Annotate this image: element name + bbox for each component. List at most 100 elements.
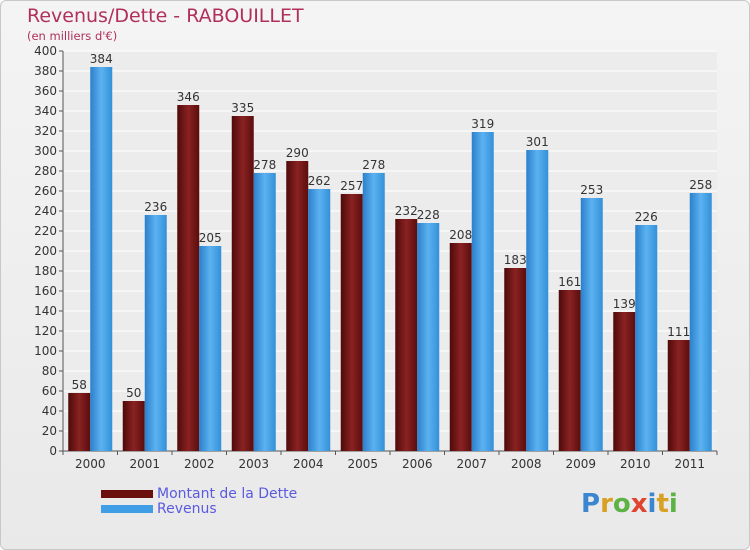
y-tick-label: 160	[34, 284, 57, 298]
legend-label-debt: Montant de la Dette	[157, 486, 298, 502]
data-label-revenus-2011: 258	[689, 178, 712, 192]
y-tick-label: 80	[42, 364, 57, 378]
bars	[68, 67, 712, 451]
y-tick-label: 260	[34, 184, 57, 198]
data-label-debt-2011: 111	[667, 325, 690, 339]
x-tick-label: 2011	[674, 457, 705, 471]
y-tick-label: 40	[42, 404, 57, 418]
bar-debt-2004	[286, 161, 309, 451]
x-tick-label: 2006	[402, 457, 433, 471]
chart-subtitle: (en milliers d'€)	[27, 29, 118, 43]
data-label-debt-2000: 58	[72, 378, 87, 392]
y-tick-label: 120	[34, 324, 57, 338]
y-tick-label: 300	[34, 144, 57, 158]
data-label-revenus-2008: 301	[526, 135, 549, 149]
bar-revenus-2010	[635, 225, 658, 451]
logo-letter: o	[612, 489, 631, 519]
data-label-revenus-2002: 205	[199, 231, 222, 245]
y-tick-label: 340	[34, 104, 57, 118]
data-label-revenus-2005: 278	[362, 158, 385, 172]
y-tick-label: 200	[34, 244, 57, 258]
bar-debt-2009	[558, 290, 581, 451]
bar-debt-2007	[449, 243, 472, 451]
y-tick-label: 20	[42, 424, 57, 438]
chart-title: Revenus/Dette - RABOUILLET	[27, 5, 304, 27]
logo-letter: i	[668, 489, 678, 519]
y-tick-label: 140	[34, 304, 57, 318]
bar-revenus-2003	[253, 173, 276, 451]
data-label-revenus-2003: 278	[253, 158, 276, 172]
data-label-revenus-2004: 262	[308, 174, 331, 188]
bar-debt-2006	[395, 219, 418, 451]
data-label-debt-2005: 257	[340, 179, 363, 193]
x-tick-label: 2001	[129, 457, 160, 471]
logo-letter: x	[630, 489, 648, 519]
labels: 0 20 40 60 80 100 120 140 160 180 200 220 240 260 280 3…	[34, 44, 712, 471]
data-label-debt-2010: 139	[613, 297, 636, 311]
bar-debt-2010	[613, 312, 636, 451]
legend-label-revenus: Revenus	[157, 501, 217, 517]
y-tick-label: 240	[34, 204, 57, 218]
logo-letter: r	[600, 489, 613, 519]
y-tick-label: 380	[34, 64, 57, 78]
x-tick-label: 2007	[456, 457, 487, 471]
bar-revenus-2005	[362, 173, 385, 451]
y-tick-label: 180	[34, 264, 57, 278]
data-label-debt-2009: 161	[558, 275, 581, 289]
bar-debt-2000	[68, 393, 91, 451]
x-tick-label: 2010	[620, 457, 651, 471]
data-label-debt-2004: 290	[286, 146, 309, 160]
x-tick-label: 2000	[75, 457, 106, 471]
data-label-debt-2001: 50	[126, 386, 141, 400]
y-tick-label: 100	[34, 344, 57, 358]
y-tick-label: 0	[49, 444, 57, 458]
legend-swatch-revenus	[101, 505, 153, 513]
bar-debt-2003	[231, 116, 254, 451]
y-tick-label: 360	[34, 84, 57, 98]
legend-swatch-debt	[101, 490, 153, 498]
x-tick-label: 2009	[565, 457, 596, 471]
y-tick-label: 60	[42, 384, 57, 398]
bar-revenus-2002	[199, 246, 222, 451]
logo-letter: i	[647, 489, 657, 519]
bar-revenus-2004	[308, 189, 331, 451]
bar-revenus-2006	[417, 223, 440, 451]
data-label-debt-2002: 346	[177, 90, 200, 104]
logo-letter: P	[581, 489, 601, 519]
bar-revenus-2000	[90, 67, 113, 451]
bar-revenus-2009	[580, 198, 603, 451]
data-label-revenus-2009: 253	[580, 183, 603, 197]
x-tick-label: 2004	[293, 457, 324, 471]
data-label-debt-2003: 335	[231, 101, 254, 115]
bar-debt-2011	[667, 340, 690, 451]
bar-revenus-2001	[144, 215, 167, 451]
y-tick-label: 400	[34, 44, 57, 58]
bar-revenus-2008	[526, 150, 549, 451]
bar-debt-2001	[122, 401, 145, 451]
data-label-revenus-2006: 228	[417, 208, 440, 222]
data-label-debt-2006: 232	[395, 204, 418, 218]
data-label-debt-2008: 183	[504, 253, 527, 267]
y-tick-label: 220	[34, 224, 57, 238]
logo-letter: t	[656, 489, 669, 519]
data-label-revenus-2001: 236	[144, 200, 167, 214]
bar-revenus-2007	[471, 132, 494, 451]
data-label-revenus-2010: 226	[635, 210, 658, 224]
bar-debt-2005	[340, 194, 363, 451]
x-tick-label: 2003	[238, 457, 269, 471]
x-tick-label: 2008	[511, 457, 542, 471]
y-tick-label: 320	[34, 124, 57, 138]
x-tick-label: 2002	[184, 457, 215, 471]
y-tick-label: 280	[34, 164, 57, 178]
proxiti-logo: Proxiti	[581, 489, 678, 519]
bar-debt-2008	[504, 268, 527, 451]
data-label-revenus-2007: 319	[471, 117, 494, 131]
data-label-debt-2007: 208	[449, 228, 472, 242]
bar-debt-2002	[177, 105, 200, 451]
bar-revenus-2011	[689, 193, 712, 451]
grid	[59, 50, 718, 455]
x-tick-label: 2005	[347, 457, 378, 471]
data-label-revenus-2000: 384	[90, 52, 113, 66]
